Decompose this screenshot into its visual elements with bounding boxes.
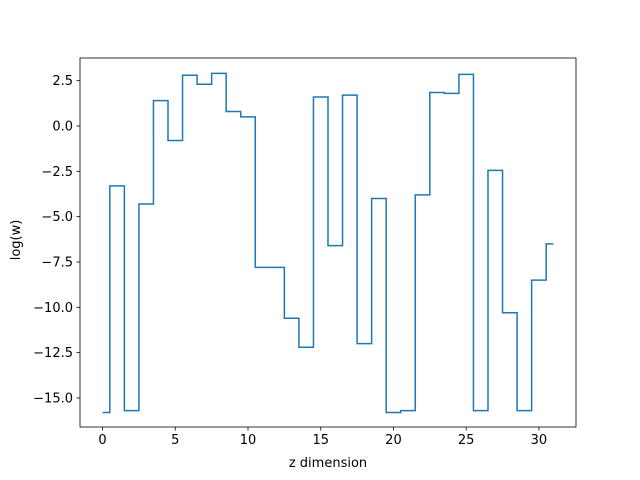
y-axis-label: log(w) <box>9 220 24 261</box>
x-tick-label: 15 <box>312 433 329 448</box>
y-tick-label: −15.0 <box>33 391 73 406</box>
y-tick-label: −5.0 <box>41 210 73 225</box>
y-tick-label: −12.5 <box>33 346 73 361</box>
y-tick-label: −7.5 <box>41 255 73 270</box>
x-tick-label: 30 <box>531 433 548 448</box>
x-tick-label: 0 <box>98 433 106 448</box>
y-tick-label: 2.5 <box>52 74 73 89</box>
y-tick-label: −10.0 <box>33 301 73 316</box>
x-tick-label: 5 <box>171 433 179 448</box>
plot-area <box>102 72 554 414</box>
series-line-0 <box>102 72 554 414</box>
x-axis-label: z dimension <box>289 456 367 471</box>
x-tick-label: 25 <box>458 433 475 448</box>
y-tick-label: 0.0 <box>52 119 73 134</box>
x-tick-label: 10 <box>240 433 257 448</box>
x-tick-label: 20 <box>385 433 402 448</box>
axes: 0 5 10 15 20 25 30 2.5 0.0 −2.5 −5.0 −7.5 −10.0 −12.5… <box>33 57 577 448</box>
axes-frame <box>79 57 577 428</box>
y-tick-label: −2.5 <box>41 165 73 180</box>
